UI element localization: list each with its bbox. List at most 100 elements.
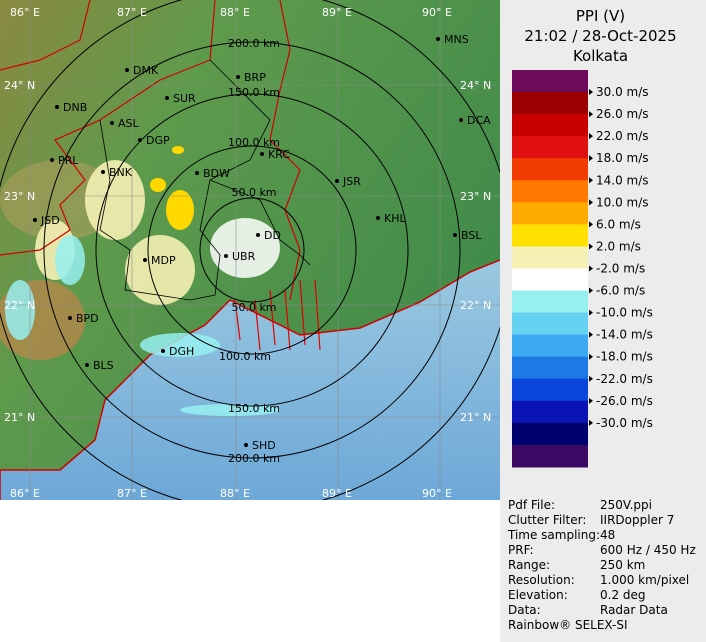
scale-tick (589, 265, 593, 272)
lon-label: 90° E (422, 6, 452, 19)
city-label: BSL (461, 229, 482, 242)
scale-tick (589, 243, 593, 250)
color-band (512, 70, 588, 93)
scale-label: 18.0 m/s (596, 151, 649, 165)
lon-label: 89° E (322, 6, 352, 19)
info-row: Resolution: 1.000 km/pixel (508, 573, 696, 588)
color-band (512, 422, 588, 446)
city-dot (436, 37, 440, 41)
ring-label: 50.0 km (231, 301, 276, 314)
scale-tick (589, 397, 593, 404)
scale-label: -10.0 m/s (596, 306, 653, 320)
scale-tick (589, 111, 593, 118)
scale-tick (589, 133, 593, 140)
city-label: BPD (76, 312, 99, 325)
info-value: 1.000 km/pixel (600, 573, 690, 587)
lon-label: 88° E (220, 6, 250, 19)
state-borders (0, 0, 301, 301)
lat-label: 22° N (4, 299, 35, 312)
scale-label: -26.0 m/s (596, 394, 653, 408)
color-band (512, 114, 588, 137)
city-label: DD (264, 229, 281, 242)
lat-label: 23° N (460, 190, 491, 203)
info-table: Pdf File: 250V.ppi Clutter Filter: IIRDoppl… (508, 498, 696, 633)
city-label: BRP (244, 71, 266, 84)
scale-tick (589, 309, 593, 316)
info-row: Data: Radar Data (508, 603, 696, 618)
scale-label: 10.0 m/s (596, 195, 649, 209)
lat-label: 24° N (4, 79, 35, 92)
info-value: 0.2 deg (600, 588, 646, 602)
station: Kolkata (572, 47, 629, 65)
scale-tick (589, 287, 593, 294)
scale-label: -6.0 m/s (596, 284, 645, 298)
color-band (512, 158, 588, 181)
graticule (0, 0, 500, 500)
scale-tick (589, 177, 593, 184)
scale-label: 14.0 m/s (596, 173, 649, 187)
city-dot (161, 349, 165, 353)
scale-label: 30.0 m/s (596, 85, 649, 99)
scale-label: -22.0 m/s (596, 372, 653, 386)
city-label: DNB (63, 101, 87, 114)
city-dot (125, 68, 129, 72)
city-dot (459, 118, 463, 122)
scale-label: -2.0 m/s (596, 262, 645, 276)
info-value: 250 km (600, 558, 646, 572)
color-band (512, 356, 588, 380)
rivers (234, 279, 321, 351)
city-label: SHD (252, 439, 276, 452)
coastline (0, 259, 500, 500)
city-label: MNS (444, 33, 469, 46)
side-panel: PPI (V) 21:02 / 28-Oct-2025 Kolkata 30.0… (500, 0, 706, 642)
color-band (512, 312, 588, 336)
city-dot (256, 233, 260, 237)
city-dot (110, 121, 114, 125)
city-dot (376, 216, 380, 220)
range-rings (0, 0, 500, 500)
lat-label: 21° N (460, 411, 491, 424)
city-label: DGP (146, 134, 170, 147)
city-label: MDP (151, 254, 176, 267)
scale-tick (589, 331, 593, 338)
info-key: Data: (508, 603, 541, 617)
scale-tick (589, 199, 593, 206)
info-row: Elevation: 0.2 deg (508, 588, 696, 603)
city-dot (335, 179, 339, 183)
lon-label: 90° E (422, 487, 452, 500)
info-key: Elevation: (508, 588, 568, 602)
city-dot (244, 443, 248, 447)
ring-label: 100.0 km (228, 136, 280, 149)
city-dot (85, 363, 89, 367)
city-label: JSR (342, 175, 361, 188)
color-band (512, 224, 588, 247)
scale-tick (589, 155, 593, 162)
lat-label: 21° N (4, 411, 35, 424)
info-value: 600 Hz / 450 Hz (600, 543, 696, 557)
sea (0, 260, 500, 500)
city-dot (260, 152, 264, 156)
ring-label: 150.0 km (228, 402, 280, 415)
lat-label: 22° N (460, 299, 491, 312)
city-dot (101, 170, 105, 174)
info-key: Resolution: (508, 573, 575, 587)
lat-label: 23° N (4, 190, 35, 203)
echo-moderate (150, 146, 194, 230)
color-band (512, 92, 588, 115)
city-dot (55, 105, 59, 109)
color-scale: 30.0 m/s 26.0 m/s 22.0 m/s 18.0 m/s 14.0 m/s… (512, 70, 653, 468)
city-label: DCA (467, 114, 491, 127)
city-label: UBR (232, 250, 256, 263)
info-row: Range: 250 km (508, 558, 696, 573)
lon-label: 86° E (10, 6, 40, 19)
radar-map: 200.0 km 150.0 km 100.0 km 50.0 km 50.0 … (0, 0, 500, 500)
city-dot (138, 138, 142, 142)
city-dot (236, 75, 240, 79)
info-key: Clutter Filter: (508, 513, 587, 527)
city-dot (33, 218, 37, 222)
color-band (512, 290, 588, 314)
ring-label: 100.0 km (219, 350, 271, 363)
scale-tick (589, 89, 593, 96)
color-band (512, 400, 588, 424)
